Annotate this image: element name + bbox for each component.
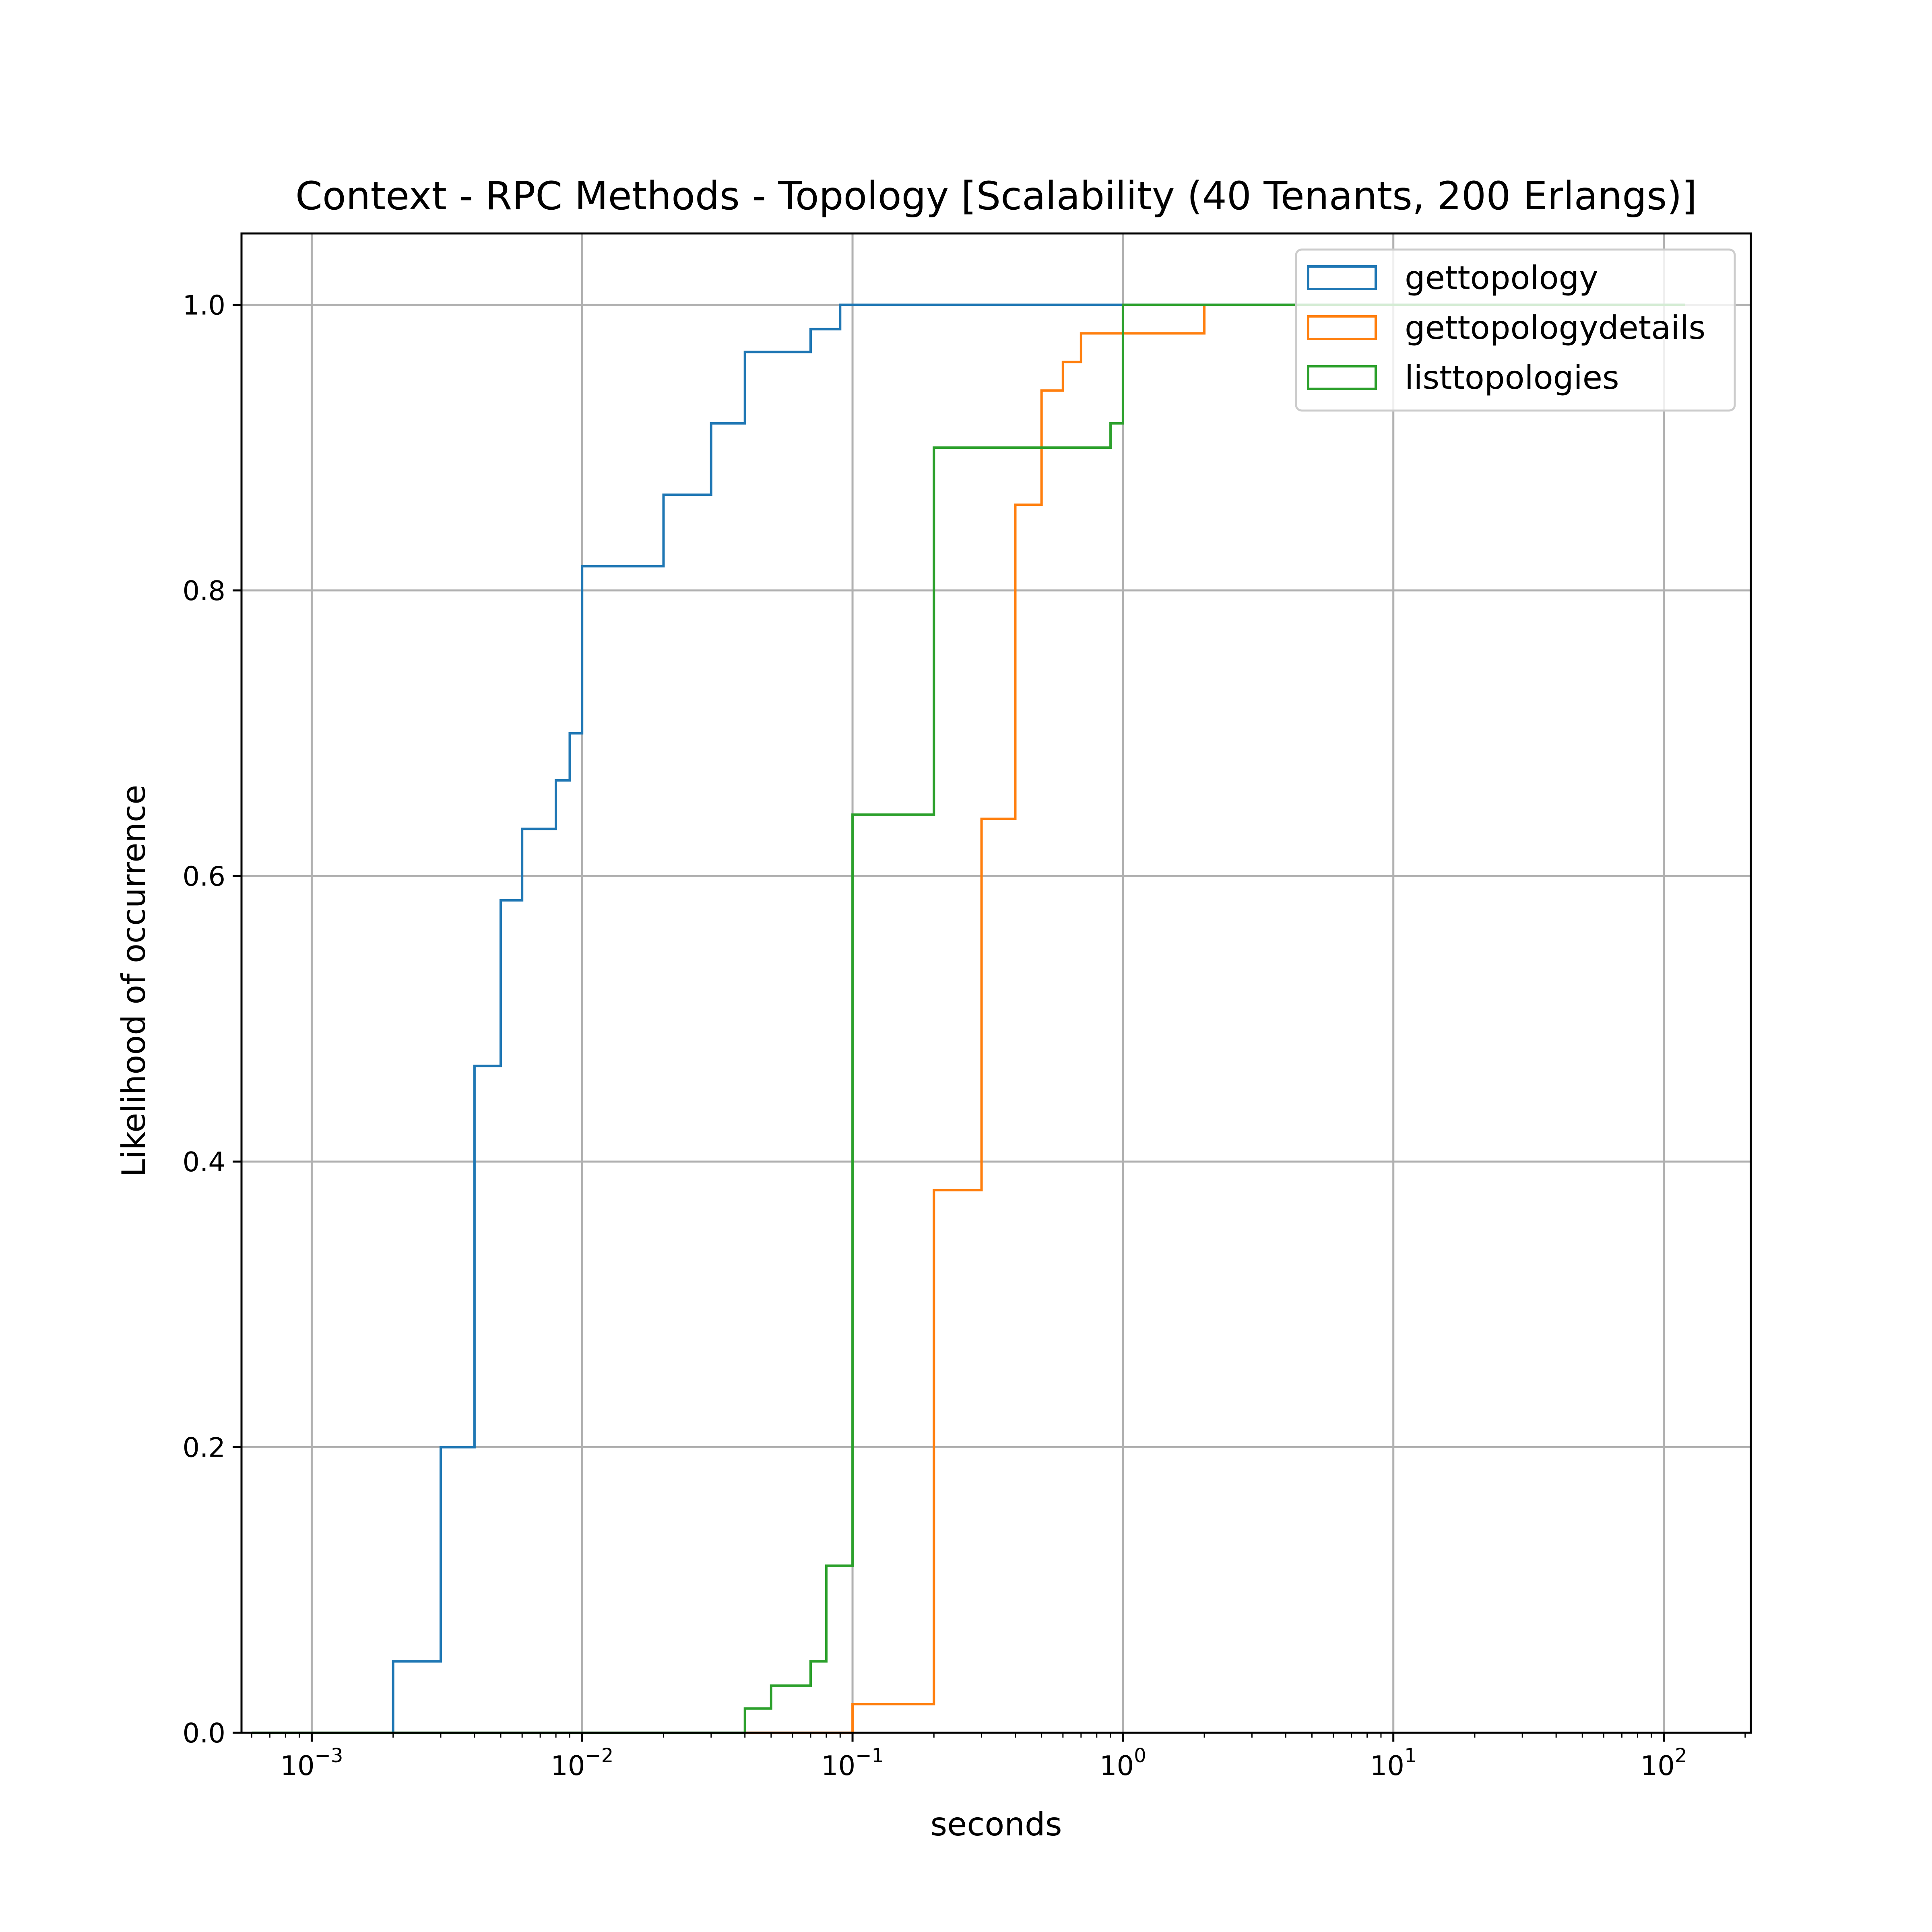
y-tick-label: 0.8: [182, 575, 225, 607]
legend: gettopology gettopologydetails listtopolog…: [1295, 248, 1736, 412]
ticks: 10−3 10−2 10−1 100 101 102 0.0 0.2 0.4 0.6 0.8 1.0: [182, 289, 1746, 1781]
x-tick-label: 10−2: [551, 1744, 613, 1781]
series-line-gettopology: [252, 303, 1685, 1734]
y-tick-label: 0.2: [182, 1432, 225, 1463]
series-group: [252, 303, 1685, 1734]
x-tick-label: 101: [1370, 1744, 1417, 1781]
x-tick-label: 102: [1641, 1744, 1687, 1781]
axes-frame: [240, 232, 1752, 1734]
chart-title: Context - RPC Methods - Topology [Scalab…: [295, 173, 1697, 219]
y-axis-label: Likelihood of occurrence: [115, 785, 153, 1177]
series-line-listtopologies: [252, 303, 1685, 1734]
series-line-gettopologydetails: [252, 305, 1206, 1734]
x-tick-label: 10−1: [821, 1744, 884, 1781]
y-tick-label: 1.0: [182, 289, 225, 321]
y-tick-label: 0.6: [182, 861, 225, 892]
legend-label: gettopology: [1405, 259, 1598, 297]
legend-swatch: [1307, 265, 1377, 290]
x-tick-label: 10−3: [280, 1744, 343, 1781]
x-tick-label: 100: [1100, 1744, 1146, 1781]
legend-box: [1295, 248, 1736, 412]
legend-swatch: [1307, 365, 1377, 390]
plot-frame: [240, 232, 1752, 1734]
y-tick-label: 0.0: [182, 1717, 225, 1749]
x-axis-label: seconds: [931, 1806, 1062, 1843]
y-tick-label: 0.4: [182, 1146, 225, 1178]
legend-swatch: [1307, 315, 1377, 340]
legend-label: gettopologydetails: [1405, 309, 1705, 347]
legend-label: listtopologies: [1405, 359, 1619, 396]
